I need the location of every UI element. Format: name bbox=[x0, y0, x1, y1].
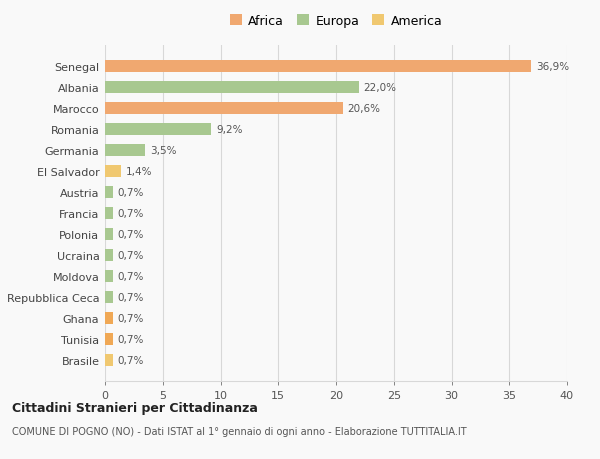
Bar bbox=[105, 187, 113, 198]
Text: 36,9%: 36,9% bbox=[536, 62, 569, 72]
Bar bbox=[105, 61, 531, 73]
Bar bbox=[105, 103, 343, 114]
Text: 3,5%: 3,5% bbox=[150, 146, 176, 156]
Bar bbox=[105, 291, 113, 303]
Bar bbox=[105, 270, 113, 282]
Text: 0,7%: 0,7% bbox=[118, 230, 144, 239]
Text: 0,7%: 0,7% bbox=[118, 292, 144, 302]
Bar bbox=[105, 333, 113, 345]
Text: COMUNE DI POGNO (NO) - Dati ISTAT al 1° gennaio di ogni anno - Elaborazione TUTT: COMUNE DI POGNO (NO) - Dati ISTAT al 1° … bbox=[12, 426, 467, 436]
Bar bbox=[105, 354, 113, 366]
Text: 0,7%: 0,7% bbox=[118, 355, 144, 365]
Legend: Africa, Europa, America: Africa, Europa, America bbox=[224, 10, 448, 33]
Text: 0,7%: 0,7% bbox=[118, 271, 144, 281]
Text: Cittadini Stranieri per Cittadinanza: Cittadini Stranieri per Cittadinanza bbox=[12, 401, 258, 414]
Text: 1,4%: 1,4% bbox=[126, 167, 152, 177]
Text: 20,6%: 20,6% bbox=[347, 104, 380, 114]
Text: 0,7%: 0,7% bbox=[118, 313, 144, 323]
Bar bbox=[105, 250, 113, 261]
Bar bbox=[105, 229, 113, 240]
Text: 9,2%: 9,2% bbox=[216, 125, 242, 134]
Text: 0,7%: 0,7% bbox=[118, 250, 144, 260]
Bar bbox=[105, 145, 145, 157]
Bar bbox=[105, 124, 211, 135]
Text: 0,7%: 0,7% bbox=[118, 334, 144, 344]
Bar bbox=[105, 207, 113, 219]
Bar bbox=[105, 82, 359, 94]
Bar bbox=[105, 166, 121, 177]
Text: 0,7%: 0,7% bbox=[118, 188, 144, 197]
Bar bbox=[105, 313, 113, 324]
Text: 22,0%: 22,0% bbox=[364, 83, 397, 93]
Text: 0,7%: 0,7% bbox=[118, 208, 144, 218]
